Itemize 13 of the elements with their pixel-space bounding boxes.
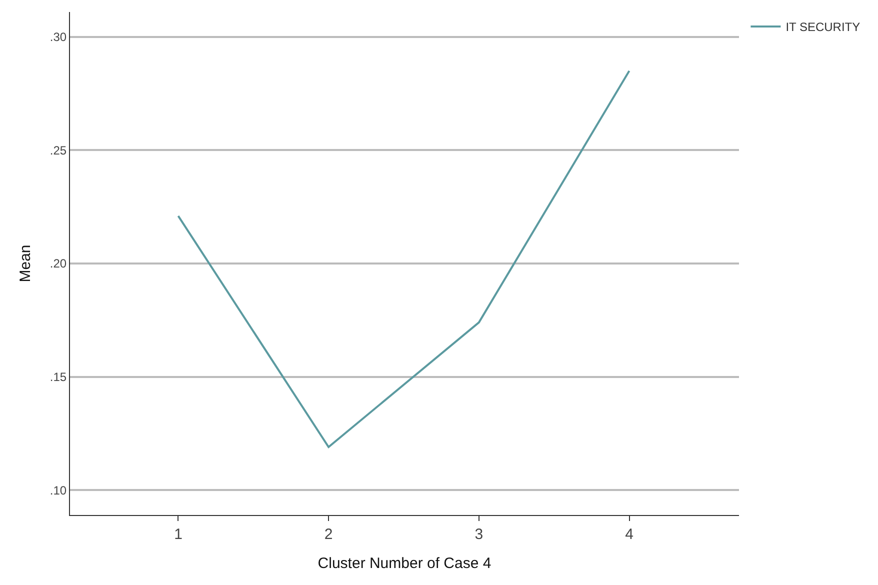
x-tick-label: 2 — [324, 526, 333, 543]
y-tick-label: .30 — [50, 30, 67, 44]
y-tick-label: .20 — [50, 256, 67, 271]
x-tick-label: 1 — [174, 526, 182, 543]
y-tick-label: .15 — [50, 370, 67, 384]
legend-label: IT SECURITY — [786, 20, 860, 34]
y-tick-label: .25 — [50, 143, 67, 158]
y-axis-title: Mean — [17, 244, 34, 282]
x-tick-label: 4 — [625, 526, 634, 543]
line-series — [177, 70, 630, 448]
y-tick-label: .10 — [50, 483, 67, 498]
x-axis-title: Cluster Number of Case 4 — [318, 555, 492, 572]
x-tick-label: 3 — [474, 526, 484, 543]
